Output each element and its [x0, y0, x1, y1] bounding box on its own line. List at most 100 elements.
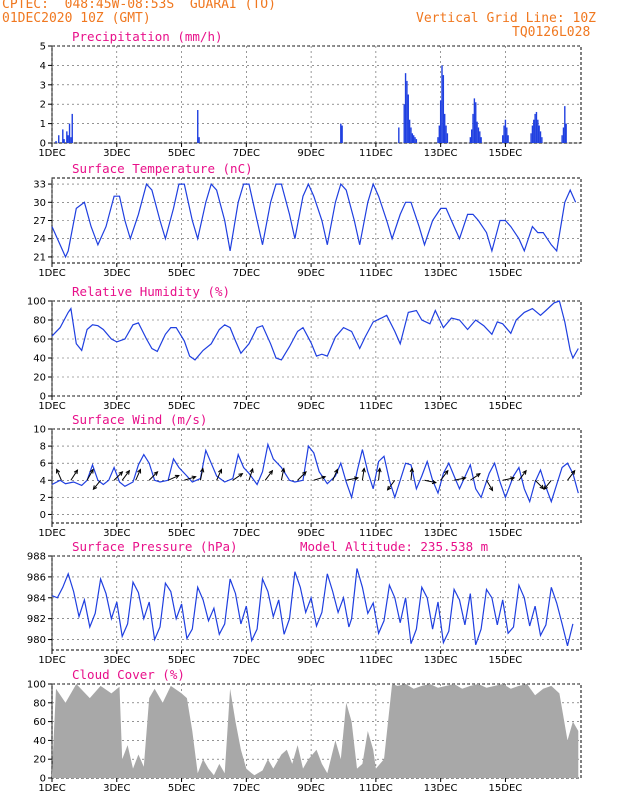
wind-arrow-head	[475, 473, 481, 478]
wind-line	[51, 442, 579, 504]
x-tick-label: 5DEC	[168, 655, 195, 666]
wind-arrow-shaft	[297, 471, 307, 481]
y-tick-label: 0	[40, 139, 46, 150]
wind-arrow	[70, 469, 79, 481]
wind-arrow-shaft	[486, 480, 493, 491]
wind-arrow	[486, 480, 494, 492]
wind-arrow	[113, 471, 124, 481]
wind-arrow-shaft	[199, 468, 204, 481]
wind-arrow-shaft	[280, 468, 285, 481]
y-tick-label: 4	[40, 476, 46, 487]
x-tick-label: 9DEC	[297, 148, 324, 159]
precip-bar	[68, 123, 71, 143]
precip-bar	[341, 125, 343, 143]
x-tick-label: 1DEC	[38, 783, 65, 794]
precip-bar	[535, 111, 538, 143]
y-tick-label: 1	[40, 119, 46, 130]
wind-arrow	[199, 467, 205, 481]
x-tick-label: 9DEC	[297, 655, 324, 666]
x-tick-label: 9DEC	[297, 401, 324, 412]
wind-arrow-head	[268, 469, 274, 475]
wind-arrow-head	[218, 468, 223, 474]
y-tick-label: 33	[33, 180, 46, 191]
wind-arrow-head	[361, 467, 366, 473]
precip-bar	[412, 135, 415, 143]
wind-arrow-head	[56, 468, 61, 474]
wind-arrow	[248, 467, 254, 481]
x-tick-label: 15DEC	[489, 148, 523, 159]
x-tick-label: 11DEC	[359, 528, 393, 539]
wind-arrow-shaft	[534, 479, 544, 490]
precip-bar	[71, 113, 73, 143]
y-tick-label: 0	[40, 510, 46, 521]
x-tick-label: 15DEC	[489, 528, 523, 539]
precip-bar	[476, 121, 478, 143]
precip-bar	[504, 119, 507, 143]
wind-arrow-shaft	[543, 479, 552, 490]
x-tick-label: 9DEC	[297, 268, 324, 279]
y-tick-label: 40	[33, 354, 46, 365]
x-tick-label: 5DEC	[168, 268, 195, 279]
y-tick-label: 5	[40, 42, 46, 53]
precip-bar	[473, 98, 476, 143]
y-tick-label: 80	[33, 698, 46, 709]
wind-arrow-head	[153, 471, 159, 476]
cloud-area	[52, 684, 579, 778]
precip-bar	[503, 125, 505, 143]
x-tick-label: 5DEC	[168, 783, 195, 794]
precip-bar	[506, 127, 508, 143]
precip-bar	[475, 102, 477, 143]
x-tick-label: 3DEC	[103, 148, 130, 159]
precip-bar	[441, 65, 443, 143]
wind-arrow	[232, 473, 244, 481]
wind-arrow	[184, 475, 197, 481]
x-tick-label: 1DEC	[38, 268, 65, 279]
y-tick-label: 40	[33, 736, 46, 747]
y-tick-label: 982	[27, 614, 46, 625]
wind-arrow-head	[461, 476, 467, 481]
precip-bar	[403, 104, 405, 143]
precip-bar	[446, 133, 449, 143]
x-tick-label: 13DEC	[424, 655, 458, 666]
precip-bar	[472, 113, 474, 143]
y-tick-label: 988	[27, 552, 46, 563]
precip-bar	[58, 135, 60, 143]
precip-bar	[62, 129, 64, 143]
wind-arrow-head	[73, 469, 79, 475]
y-tick-label: 4	[40, 61, 46, 72]
wind-arrow	[502, 476, 516, 481]
precip-bar	[439, 100, 442, 143]
precip-bar	[479, 131, 481, 143]
x-tick-label: 5DEC	[168, 401, 195, 412]
x-tick-label: 13DEC	[424, 268, 458, 279]
panel-title: Surface Temperature (nC)	[72, 161, 253, 176]
panel-annotation: Model Altitude: 235.538 m	[300, 539, 488, 554]
wind-arrow-shaft	[440, 470, 449, 481]
wind-arrow-shaft	[470, 473, 481, 481]
wind-arrow-head	[409, 467, 415, 473]
wind-arrow-head	[302, 471, 307, 476]
precip-bar	[534, 113, 536, 143]
precip-bar	[445, 125, 447, 143]
wind-arrow	[332, 468, 339, 481]
wind-arrow-shaft	[232, 473, 243, 481]
panel-temp: 21 24 27 30 33 1DEC 3DEC 5DEC 7DEC 9DEC 11DEC 13DEC…	[33, 161, 582, 279]
wind-arrow-shaft	[346, 477, 359, 481]
y-tick-label: 60	[33, 717, 46, 728]
panel-wind: 0 2 4 6 8 10 1DEC 3DEC 5DEC 7DEC 9DEC 11DEC 13DEC 15D…	[33, 412, 582, 539]
wind-arrow	[409, 467, 415, 481]
x-tick-label: 3DEC	[103, 401, 130, 412]
wind-arrow	[121, 469, 131, 481]
y-tick-label: 100	[27, 680, 46, 691]
wind-arrow-shaft	[70, 469, 78, 481]
panel-title: Relative Humidity (%)	[72, 284, 230, 299]
precip-bar	[469, 137, 472, 143]
wind-arrow	[297, 471, 307, 481]
wind-arrow-head	[321, 475, 327, 480]
x-tick-label: 3DEC	[103, 528, 130, 539]
panel-title: Precipitation (mm/h)	[72, 29, 223, 44]
precip-bar	[531, 125, 534, 143]
wind-arrow-shaft	[502, 477, 515, 481]
wind-arrow-head	[238, 473, 244, 478]
y-tick-label: 20	[33, 373, 46, 384]
